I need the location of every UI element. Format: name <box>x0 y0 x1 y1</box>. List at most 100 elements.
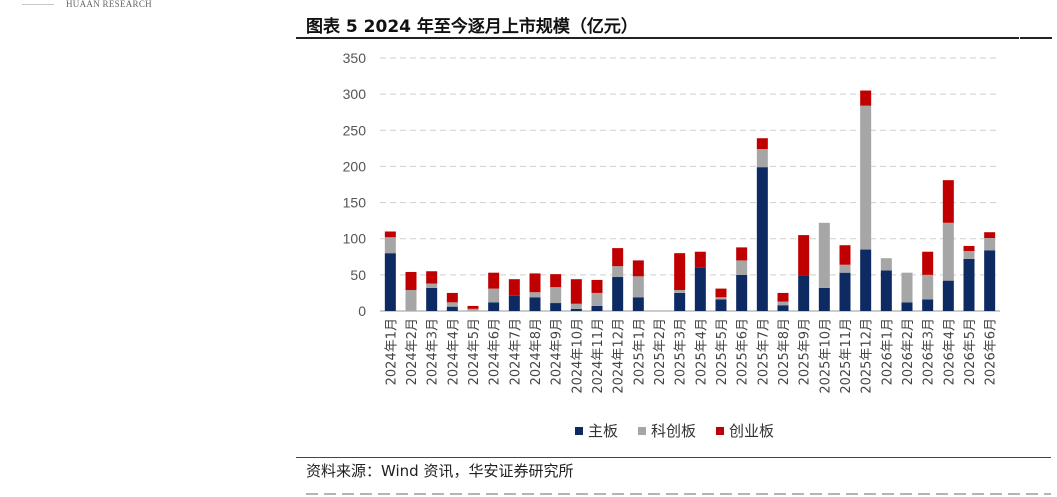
bar-main-board <box>942 280 954 311</box>
y-tick-labels: 0 50 100 150 200 250 300 350 <box>343 50 367 319</box>
x-tick-label: 2026年3月 <box>922 318 937 385</box>
bar-chinext <box>446 292 458 303</box>
bar-star-market <box>818 222 830 288</box>
bar-main-board <box>756 167 768 311</box>
bar-main-board <box>922 299 934 311</box>
x-tick-label: 2025年2月 <box>653 318 668 385</box>
bar-chinext <box>612 248 624 267</box>
legend-swatch-star-market <box>638 426 647 435</box>
x-tick-label: 2026年6月 <box>984 318 999 385</box>
bar-main-board <box>550 303 562 311</box>
grid-layer <box>380 57 1000 312</box>
bar-chinext <box>426 271 438 284</box>
bar-chinext <box>839 245 851 265</box>
bar-star-market <box>632 276 644 298</box>
source-rule <box>296 457 1051 458</box>
title-rule-right <box>1020 37 1052 39</box>
legend-label-star-market: 科创板 <box>651 422 697 440</box>
bar-main-board <box>777 305 789 311</box>
legend-label-chinext: 创业板 <box>729 422 775 440</box>
y-tick-label: 250 <box>343 122 367 138</box>
bar-main-board <box>818 287 830 311</box>
x-tick-label: 2025年9月 <box>798 318 813 385</box>
bar-star-market <box>984 237 996 251</box>
x-tick-label: 2024年8月 <box>529 318 544 385</box>
bar-star-market <box>488 288 500 303</box>
bar-main-board <box>446 306 458 311</box>
bar-chinext <box>405 271 417 291</box>
x-tick-label: 2025年6月 <box>736 318 751 385</box>
legend-label-main-board: 主板 <box>588 422 619 440</box>
x-tick-label: 2026年1月 <box>880 318 895 385</box>
bar-chinext <box>529 273 541 293</box>
bar-chinext <box>963 245 975 252</box>
x-tick-labels: 2024年1月 2024年2月 2024年3月 2024年4月 2024年5月 2024年… <box>384 318 998 394</box>
bar-chinext <box>674 253 686 291</box>
x-tick-label: 2024年7月 <box>508 318 523 385</box>
y-tick-label: 100 <box>343 231 367 247</box>
bar-star-market <box>880 258 892 271</box>
bar-main-board <box>529 297 541 311</box>
x-tick-label: 2026年2月 <box>901 318 916 385</box>
header-rule <box>22 4 54 5</box>
bar-main-board <box>632 297 644 311</box>
x-tick-label: 2024年5月 <box>467 318 482 385</box>
bar-main-board <box>839 272 851 311</box>
x-tick-label: 2024年11月 <box>591 318 606 394</box>
bar-main-board <box>694 267 706 311</box>
cut-off-text-line <box>306 488 1051 497</box>
bar-main-board <box>612 277 624 311</box>
bar-chinext <box>488 272 500 289</box>
legend-item-main-board: 主板 <box>575 420 618 441</box>
bar-main-board <box>984 250 996 311</box>
bar-chinext <box>798 235 810 276</box>
bar-chinext <box>632 260 644 277</box>
bar-chinext <box>384 231 396 238</box>
bar-star-market <box>715 297 727 300</box>
legend-item-star-market: 科创板 <box>638 420 696 441</box>
bar-chinext <box>715 288 727 298</box>
y-tick-label: 50 <box>350 267 366 283</box>
brand-text: HUAAN RESEARCH <box>66 0 152 9</box>
bar-main-board <box>674 292 686 311</box>
y-tick-label: 200 <box>343 158 367 174</box>
source-note: 资料来源：Wind 资讯，华安证券研究所 <box>306 462 574 480</box>
bar-star-market <box>550 287 562 304</box>
bar-chinext <box>984 232 996 238</box>
bar-star-market <box>963 251 975 259</box>
x-tick-label: 2024年3月 <box>426 318 441 385</box>
x-tick-label: 2024年4月 <box>446 318 461 385</box>
x-tick-label: 2025年7月 <box>756 318 771 385</box>
bar-star-market <box>860 105 872 250</box>
x-tick-label: 2025年10月 <box>818 318 833 394</box>
bar-chinext <box>550 274 562 288</box>
bar-star-market <box>942 222 954 281</box>
bar-star-market <box>777 301 789 306</box>
bar-star-market <box>591 292 603 306</box>
x-tick-label: 2025年8月 <box>777 318 792 385</box>
bar-chinext <box>467 305 479 309</box>
x-tick-label: 2024年9月 <box>550 318 565 385</box>
bar-main-board <box>736 274 748 311</box>
legend-item-chinext: 创业板 <box>716 420 774 441</box>
y-tick-label: 0 <box>358 303 366 319</box>
x-tick-label: 2025年5月 <box>715 318 730 385</box>
bar-chinext <box>736 247 748 261</box>
bar-main-board <box>488 302 500 311</box>
bar-main-board <box>798 275 810 311</box>
bar-star-market <box>756 149 768 168</box>
bar-star-market <box>426 283 438 288</box>
bar-star-market <box>922 274 934 300</box>
bar-star-market <box>446 302 458 307</box>
bar-star-market <box>901 272 913 303</box>
bar-main-board <box>591 305 603 311</box>
bar-main-board <box>963 258 975 311</box>
bar-main-board <box>715 299 727 311</box>
x-tick-label: 2026年5月 <box>963 318 978 385</box>
bar-main-board <box>860 249 872 311</box>
bar-star-market <box>612 266 624 278</box>
bar-main-board <box>570 308 582 311</box>
legend-swatch-main-board <box>575 426 583 435</box>
bar-chinext <box>508 279 520 296</box>
bar-star-market <box>467 308 479 311</box>
